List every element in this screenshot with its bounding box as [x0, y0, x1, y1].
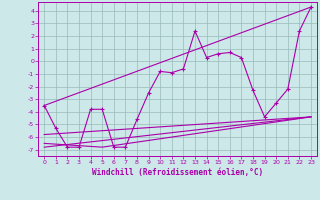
X-axis label: Windchill (Refroidissement éolien,°C): Windchill (Refroidissement éolien,°C): [92, 168, 263, 177]
